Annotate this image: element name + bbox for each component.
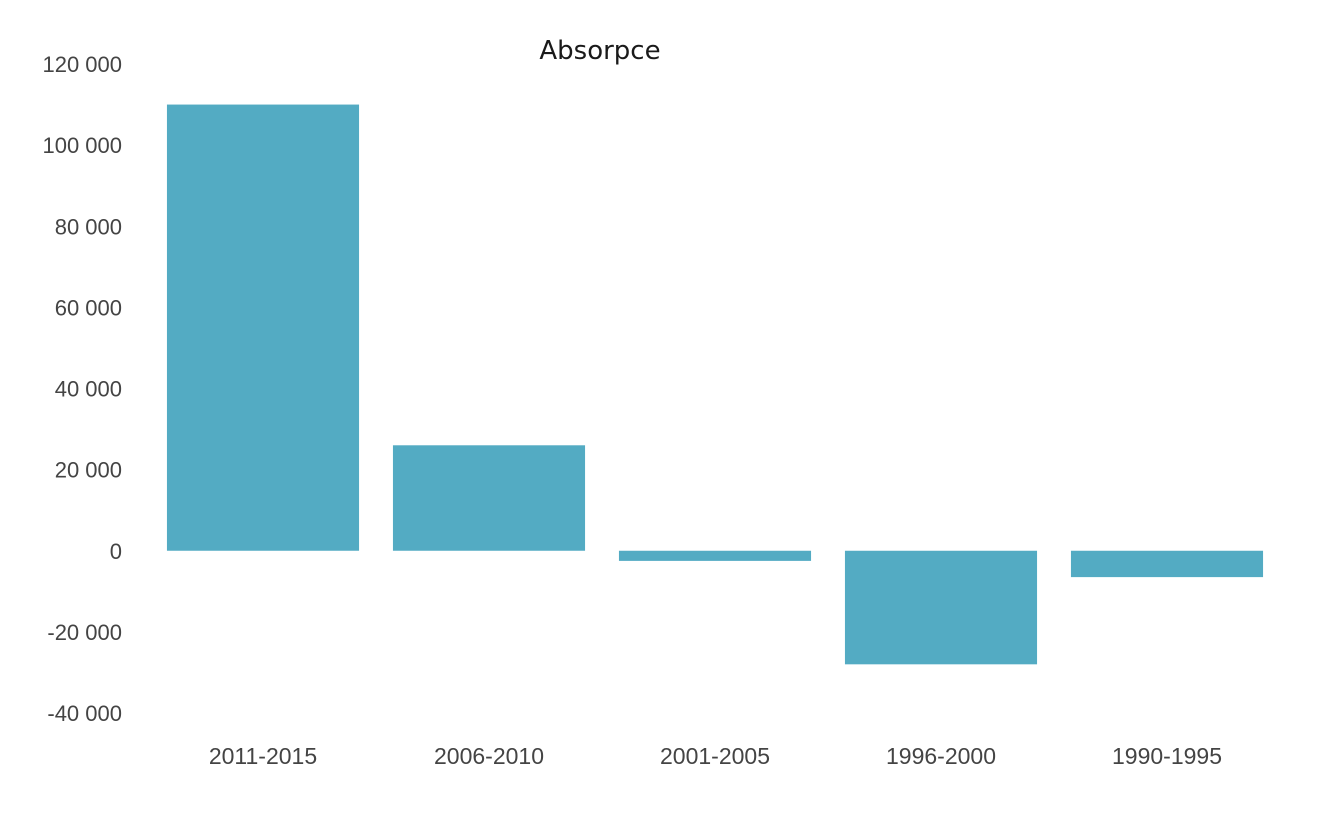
x-tick-label: 1996-2000: [886, 743, 996, 769]
y-axis: 120 000 100 000 80 000 60 000 40 000 20 000 0 -…: [42, 52, 122, 726]
y-tick-label: 120 000: [42, 52, 122, 77]
y-tick-label: -40 000: [47, 701, 122, 726]
x-axis: 2011-2015 2006-2010 2001-2005 1996-2000 1990…: [209, 743, 1222, 769]
y-tick-label: 100 000: [42, 133, 122, 158]
bar: [166, 104, 360, 551]
x-tick-label: 2001-2005: [660, 743, 770, 769]
y-tick-label: 80 000: [55, 214, 122, 239]
x-tick-label: 2011-2015: [209, 743, 317, 769]
y-tick-label: 40 000: [55, 377, 122, 402]
bar: [844, 550, 1038, 665]
y-tick-label: 0: [110, 539, 122, 564]
bar: [392, 445, 586, 551]
bars: [166, 104, 1264, 665]
bar: [618, 550, 812, 561]
y-tick-label: 60 000: [55, 295, 122, 320]
chart-title: Absorpce: [539, 36, 660, 66]
bar: [1070, 550, 1264, 578]
y-tick-label: -20 000: [47, 620, 122, 645]
y-tick-label: 20 000: [55, 458, 122, 483]
x-tick-label: 2006-2010: [434, 743, 544, 769]
x-tick-label: 1990-1995: [1112, 743, 1222, 769]
